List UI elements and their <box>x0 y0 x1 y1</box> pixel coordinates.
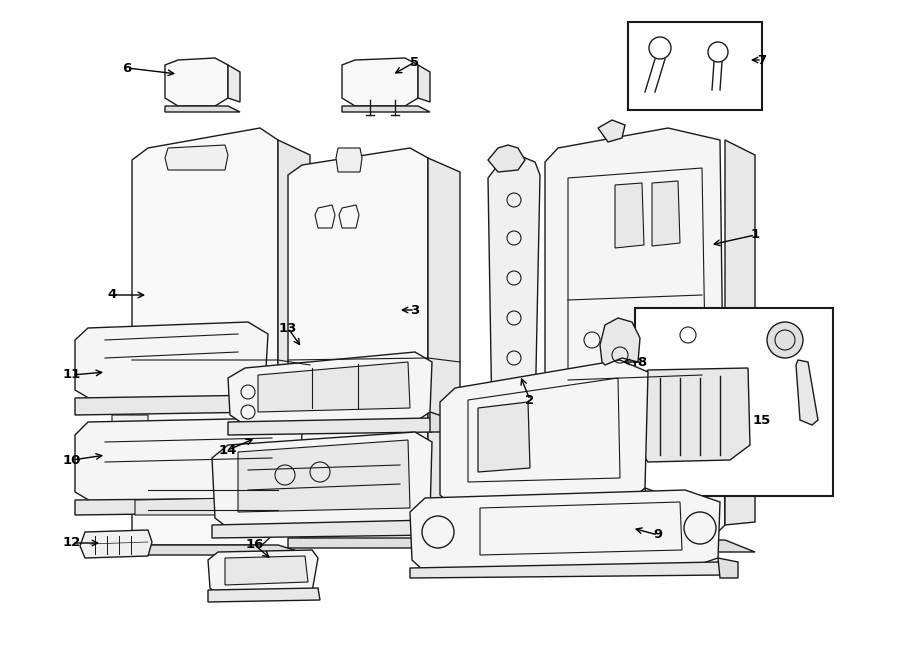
Polygon shape <box>265 385 282 412</box>
Polygon shape <box>725 140 755 525</box>
Text: 15: 15 <box>753 414 771 426</box>
Polygon shape <box>638 368 750 462</box>
Polygon shape <box>440 500 650 518</box>
Polygon shape <box>258 362 410 412</box>
Polygon shape <box>135 498 235 515</box>
Polygon shape <box>75 418 302 502</box>
Polygon shape <box>228 352 432 425</box>
Text: 6: 6 <box>122 61 131 75</box>
Polygon shape <box>488 155 540 435</box>
Text: 7: 7 <box>758 54 767 67</box>
Polygon shape <box>410 562 725 578</box>
Bar <box>635 308 833 496</box>
Text: 12: 12 <box>63 537 81 549</box>
Polygon shape <box>132 128 278 545</box>
Polygon shape <box>228 418 432 435</box>
Polygon shape <box>208 550 318 595</box>
Polygon shape <box>75 395 268 415</box>
Text: 4: 4 <box>107 288 117 301</box>
Bar <box>628 22 762 110</box>
Polygon shape <box>225 556 308 585</box>
Polygon shape <box>288 148 428 540</box>
Polygon shape <box>652 181 680 246</box>
Polygon shape <box>212 432 432 528</box>
Polygon shape <box>165 58 228 106</box>
Polygon shape <box>598 120 625 142</box>
Polygon shape <box>75 498 305 515</box>
Polygon shape <box>80 530 152 558</box>
Polygon shape <box>165 106 240 112</box>
Polygon shape <box>238 440 410 512</box>
Text: 10: 10 <box>63 453 81 467</box>
Polygon shape <box>132 545 310 555</box>
Polygon shape <box>428 158 460 530</box>
Text: 5: 5 <box>410 56 419 69</box>
Polygon shape <box>488 145 525 172</box>
Text: 9: 9 <box>653 529 662 541</box>
Polygon shape <box>478 402 530 472</box>
Polygon shape <box>718 558 738 578</box>
Polygon shape <box>342 58 418 106</box>
Polygon shape <box>440 360 648 508</box>
Text: 3: 3 <box>410 303 419 317</box>
Text: 8: 8 <box>637 356 646 368</box>
Text: 13: 13 <box>279 321 297 334</box>
Polygon shape <box>165 145 228 170</box>
Text: 2: 2 <box>526 393 535 407</box>
Polygon shape <box>288 538 460 548</box>
Polygon shape <box>208 588 320 602</box>
Polygon shape <box>75 322 268 400</box>
Polygon shape <box>300 488 318 512</box>
Polygon shape <box>212 520 435 538</box>
Text: 14: 14 <box>219 444 238 457</box>
Polygon shape <box>568 508 655 525</box>
Polygon shape <box>278 140 310 538</box>
Polygon shape <box>430 515 448 535</box>
Polygon shape <box>430 412 448 432</box>
Polygon shape <box>796 360 818 425</box>
Polygon shape <box>342 106 430 112</box>
Polygon shape <box>112 415 148 435</box>
Polygon shape <box>418 65 430 102</box>
Polygon shape <box>410 490 720 572</box>
Polygon shape <box>302 505 428 525</box>
Polygon shape <box>336 148 362 172</box>
Polygon shape <box>615 183 644 248</box>
Text: 11: 11 <box>63 368 81 381</box>
Polygon shape <box>545 540 755 552</box>
Text: 1: 1 <box>751 229 760 241</box>
Text: 16: 16 <box>246 539 265 551</box>
Polygon shape <box>600 318 640 365</box>
Polygon shape <box>545 128 725 540</box>
Polygon shape <box>645 488 665 515</box>
Polygon shape <box>228 65 240 102</box>
Circle shape <box>767 322 803 358</box>
